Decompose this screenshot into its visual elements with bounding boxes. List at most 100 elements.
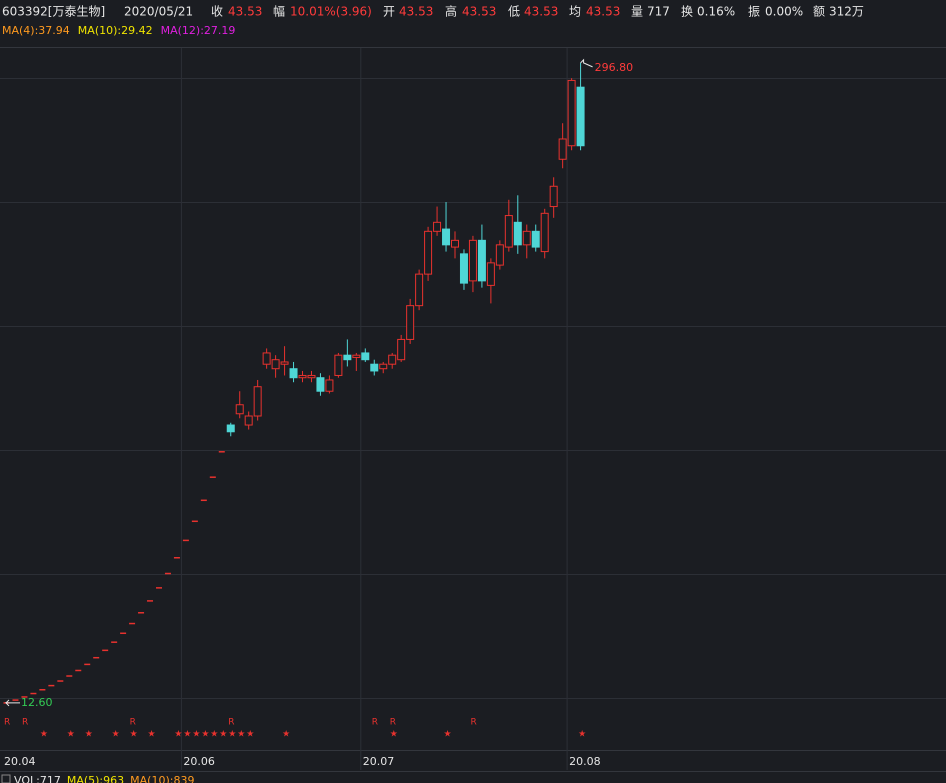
candle-body — [253, 386, 262, 417]
candle-body — [226, 424, 235, 433]
candle-body — [235, 404, 244, 415]
field-label: 换 — [681, 5, 693, 19]
flag: ★ — [237, 730, 245, 740]
flag: R — [372, 718, 378, 728]
flag: ★ — [183, 730, 191, 740]
panel-icon — [1, 774, 11, 783]
candle-body — [370, 363, 379, 372]
flag: R — [130, 718, 136, 728]
candle-body — [415, 273, 424, 307]
candle-body — [442, 228, 451, 246]
field-value: 43.53 — [399, 5, 433, 19]
flag: ★ — [130, 730, 138, 740]
candle-body — [280, 361, 289, 365]
x-tick-label: 20.06 — [183, 755, 215, 768]
field-value: 43.53 — [586, 5, 620, 19]
candle-body — [468, 239, 477, 282]
ma-legend: MA(4):37.94 — [2, 24, 70, 37]
flag: ★ — [67, 730, 75, 740]
flag: ★ — [40, 730, 48, 740]
field-value: 0.16% — [697, 5, 735, 19]
candle-body — [316, 377, 325, 392]
field-value: 43.53 — [228, 5, 262, 19]
field-value: 312万 — [829, 5, 864, 19]
x-tick-label: 20.04 — [4, 755, 36, 768]
candle-body — [325, 379, 334, 392]
date: 2020/05/21 — [124, 5, 193, 19]
flag: ★ — [201, 730, 209, 740]
flag: ★ — [578, 730, 586, 740]
field-label: 开 — [383, 5, 395, 19]
candle-body — [531, 230, 540, 248]
candle-body — [513, 221, 522, 246]
flag: ★ — [444, 730, 452, 740]
candle-body — [459, 253, 468, 284]
field-value: 43.53 — [462, 5, 496, 19]
candle-body — [567, 79, 576, 147]
candle-body — [486, 262, 495, 286]
volume-legend: MA(5):963 — [67, 774, 124, 783]
candle-body — [504, 215, 513, 248]
flag: ★ — [85, 730, 93, 740]
flag: ★ — [228, 730, 236, 740]
candle-body — [549, 185, 558, 208]
candle-body — [271, 359, 280, 370]
volume-legend: MA(10):839 — [130, 774, 194, 783]
field-value: 0.00% — [765, 5, 803, 19]
field-label: 额 — [813, 5, 825, 19]
candle-body — [298, 374, 307, 379]
candle-body — [424, 230, 433, 275]
max-label: 296.80 — [595, 61, 634, 74]
candle-body — [379, 363, 388, 370]
x-tick-label: 20.07 — [363, 755, 395, 768]
flag: ★ — [192, 730, 200, 740]
ma-legend: MA(12):27.19 — [161, 24, 236, 37]
candle-body — [477, 239, 486, 282]
flag: R — [22, 718, 28, 728]
candle-body — [343, 354, 352, 361]
candle-body — [576, 86, 585, 147]
candle-body — [307, 374, 316, 379]
candle-body — [540, 212, 549, 253]
candle-body — [522, 230, 531, 246]
flag: ★ — [282, 730, 290, 740]
flag: R — [228, 718, 234, 728]
candle-body — [388, 354, 397, 365]
field-value: 717 — [647, 5, 670, 19]
candle-body — [289, 368, 298, 379]
flag: ★ — [246, 730, 254, 740]
candle-body — [334, 354, 343, 376]
field-label: 量 — [631, 5, 643, 19]
candle-body — [558, 138, 567, 160]
min-pointer — [4, 699, 20, 707]
candle-body — [433, 221, 442, 232]
x-tick-label: 20.08 — [569, 755, 601, 768]
flag: ★ — [148, 730, 156, 740]
field-label: 均 — [569, 5, 581, 19]
flag: R — [4, 718, 10, 728]
flag: R — [390, 718, 396, 728]
volume-legend: VOL:717 — [14, 774, 61, 783]
candle-body — [495, 244, 504, 266]
candle-body — [352, 354, 361, 358]
candle-body — [451, 239, 459, 248]
ma-legend: MA(10):29.42 — [78, 24, 153, 37]
field-value: 10.01%(3.96) — [290, 5, 372, 19]
flag: ★ — [210, 730, 218, 740]
flag: ★ — [174, 730, 182, 740]
max-pointer — [580, 58, 593, 68]
flag: ★ — [390, 730, 398, 740]
field-label: 低 — [508, 5, 520, 19]
candle-body — [244, 415, 253, 426]
flag: R — [470, 718, 476, 728]
candle-body — [397, 338, 406, 361]
flag: ★ — [112, 730, 120, 740]
candle-body — [262, 352, 271, 365]
field-label: 振 — [748, 5, 760, 19]
candle-body — [361, 352, 370, 361]
min-label: 12.60 — [21, 696, 53, 709]
flag: ★ — [219, 730, 227, 740]
